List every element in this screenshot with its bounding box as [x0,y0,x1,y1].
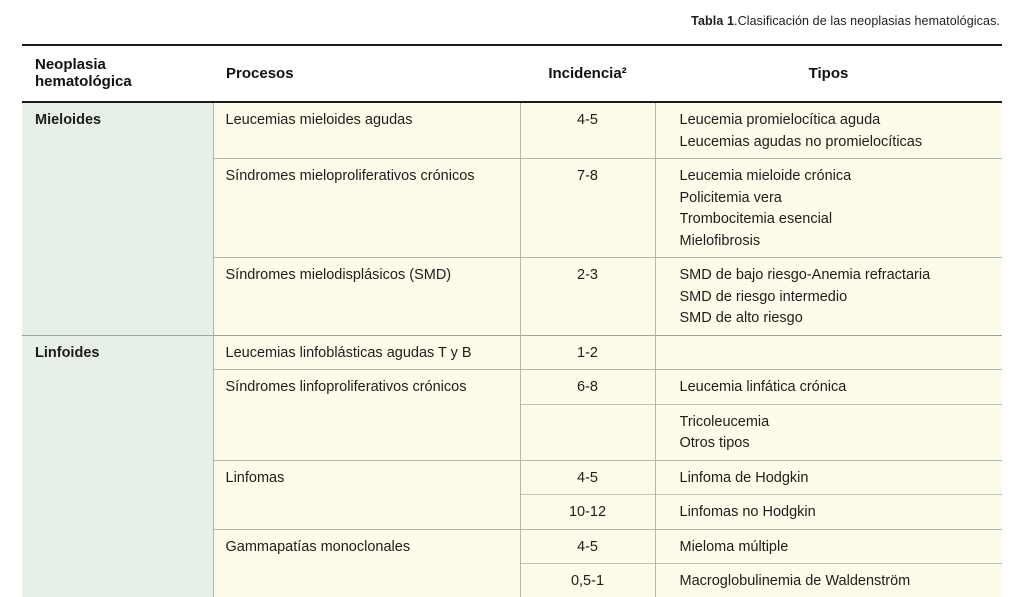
tipo-line: Otros tipos [679,435,750,451]
column-header-incidencia: Incidencia² [520,45,655,103]
proceso-cell: Síndromes linfoproliferativos crónicos [212,369,520,460]
tipo-line: Macroglobulinemia de Waldenström [679,573,911,589]
table-title-text: .Clasificación de las neoplasias hematol… [734,14,1000,28]
tipo-line: Leucemia promielocítica aguda [679,112,881,128]
column-header-procesos: Procesos [213,45,520,103]
tipo-line: Leucemias agudas no promielocíticas [679,133,923,150]
incidencia-cell: 6-8 [519,369,655,404]
tipos-cell [654,334,1002,370]
table-title-label: Tabla 1 [691,14,735,28]
proceso-cell: Síndromes mieloproliferativos crónicos [212,158,520,258]
tipo-line: Mielofibrosis [679,232,761,249]
group-cell: Mieloides [22,102,213,335]
incidencia-cell: 4-5 [519,102,655,159]
proceso-cell: Linfomas [212,459,520,529]
classification-table: Neoplasia hematológica Procesos Incidenc… [22,44,1002,597]
tipo-line: Mieloma múltiple [679,538,789,555]
table-header: Neoplasia hematológica Procesos Incidenc… [22,45,1002,103]
table-row: Síndromes linfoproliferativos crónicos 6-… [22,369,1002,460]
tipo-line: Linfomas no Hodgkin [679,504,816,520]
incidencia-cell [519,403,655,460]
table-row: Síndromes mielodisplásicos (SMD) 2-3 SMD d… [22,257,1002,335]
tipo-line: Policitemia vera [679,189,782,206]
tipo-line: Linfoma de Hodgkin [679,469,809,486]
column-header-tipos: Tipos [655,45,1002,103]
table-row: 0,5-1 Macroglobulinemia de Waldenström [22,563,1002,597]
tipo-line: Tricoleucemia [679,413,770,430]
incidencia-cell: 1-2 [519,334,655,370]
proceso-cell: Leucemias mieloides agudas [212,102,520,159]
tipos-cell: Tricoleucemia Otros tipos [654,403,1002,460]
group-cell: Linfoides [22,334,213,597]
proceso-cell: Síndromes mielodisplásicos (SMD) [212,257,520,335]
incidencia-cell: 7-8 [519,158,655,258]
tipos-cell: Leucemia promielocítica aguda Leucemias a… [654,102,1002,159]
tipos-cell: Macroglobulinemia de Waldenström [654,563,1002,597]
table-row: 10-12 Linfomas no Hodgkin [22,494,1002,529]
table-row: Tricoleucemia Otros tipos [22,403,1002,460]
table-row: Mieloides Leucemias mieloides agudas 4-5 Le… [22,102,1002,335]
incidencia-cell: 4-5 [519,528,655,564]
tipos-cell: Linfoma de Hodgkin [654,459,1002,495]
tipos-cell: Leucemia linfática crónica [654,369,1002,404]
incidencia-cell: 4-5 [519,459,655,495]
tipo-line: Trombocitemia esencial [679,211,833,227]
tipo-line: Leucemia mieloide crónica [679,168,852,184]
table-title: Tabla 1.Clasificación de las neoplasias … [691,14,1000,28]
tipos-cell: SMD de bajo riesgo-Anemia refractaria SMD… [654,257,1002,335]
table-body: Mieloides Leucemias mieloides agudas 4-5 Le… [22,102,1002,597]
tipos-cell: Leucemia mieloide crónica Policitemia ver… [654,158,1002,258]
table-row: Síndromes mieloproliferativos crónicos 7-… [22,158,1002,258]
table-row: Gammapatías monoclonales 4-5 Mieloma múlti… [22,528,1002,597]
tipo-line: SMD de riesgo intermedio [679,288,848,305]
incidencia-cell: 2-3 [519,257,655,335]
table-row: Linfoides Leucemias linfoblásticas agudas… [22,334,1002,597]
incidencia-cell: 10-12 [519,494,655,529]
column-header-neoplasia: Neoplasia hematológica [22,45,213,103]
tipo-line: SMD de alto riesgo [679,310,803,326]
tipo-line: Leucemia linfática crónica [679,379,847,395]
proceso-cell: Leucemias linfoblásticas agudas T y B [212,334,520,370]
tipos-cell: Mieloma múltiple [654,528,1002,564]
tipo-line: SMD de bajo riesgo-Anemia refractaria [679,267,931,283]
tipos-cell: Linfomas no Hodgkin [654,494,1002,529]
table-row: Linfomas 4-5 Linfoma de Hodgkin [22,459,1002,529]
incidencia-cell: 0,5-1 [519,563,655,597]
header-row: Neoplasia hematológica Procesos Incidenc… [22,45,1002,103]
proceso-cell: Gammapatías monoclonales [212,528,520,597]
